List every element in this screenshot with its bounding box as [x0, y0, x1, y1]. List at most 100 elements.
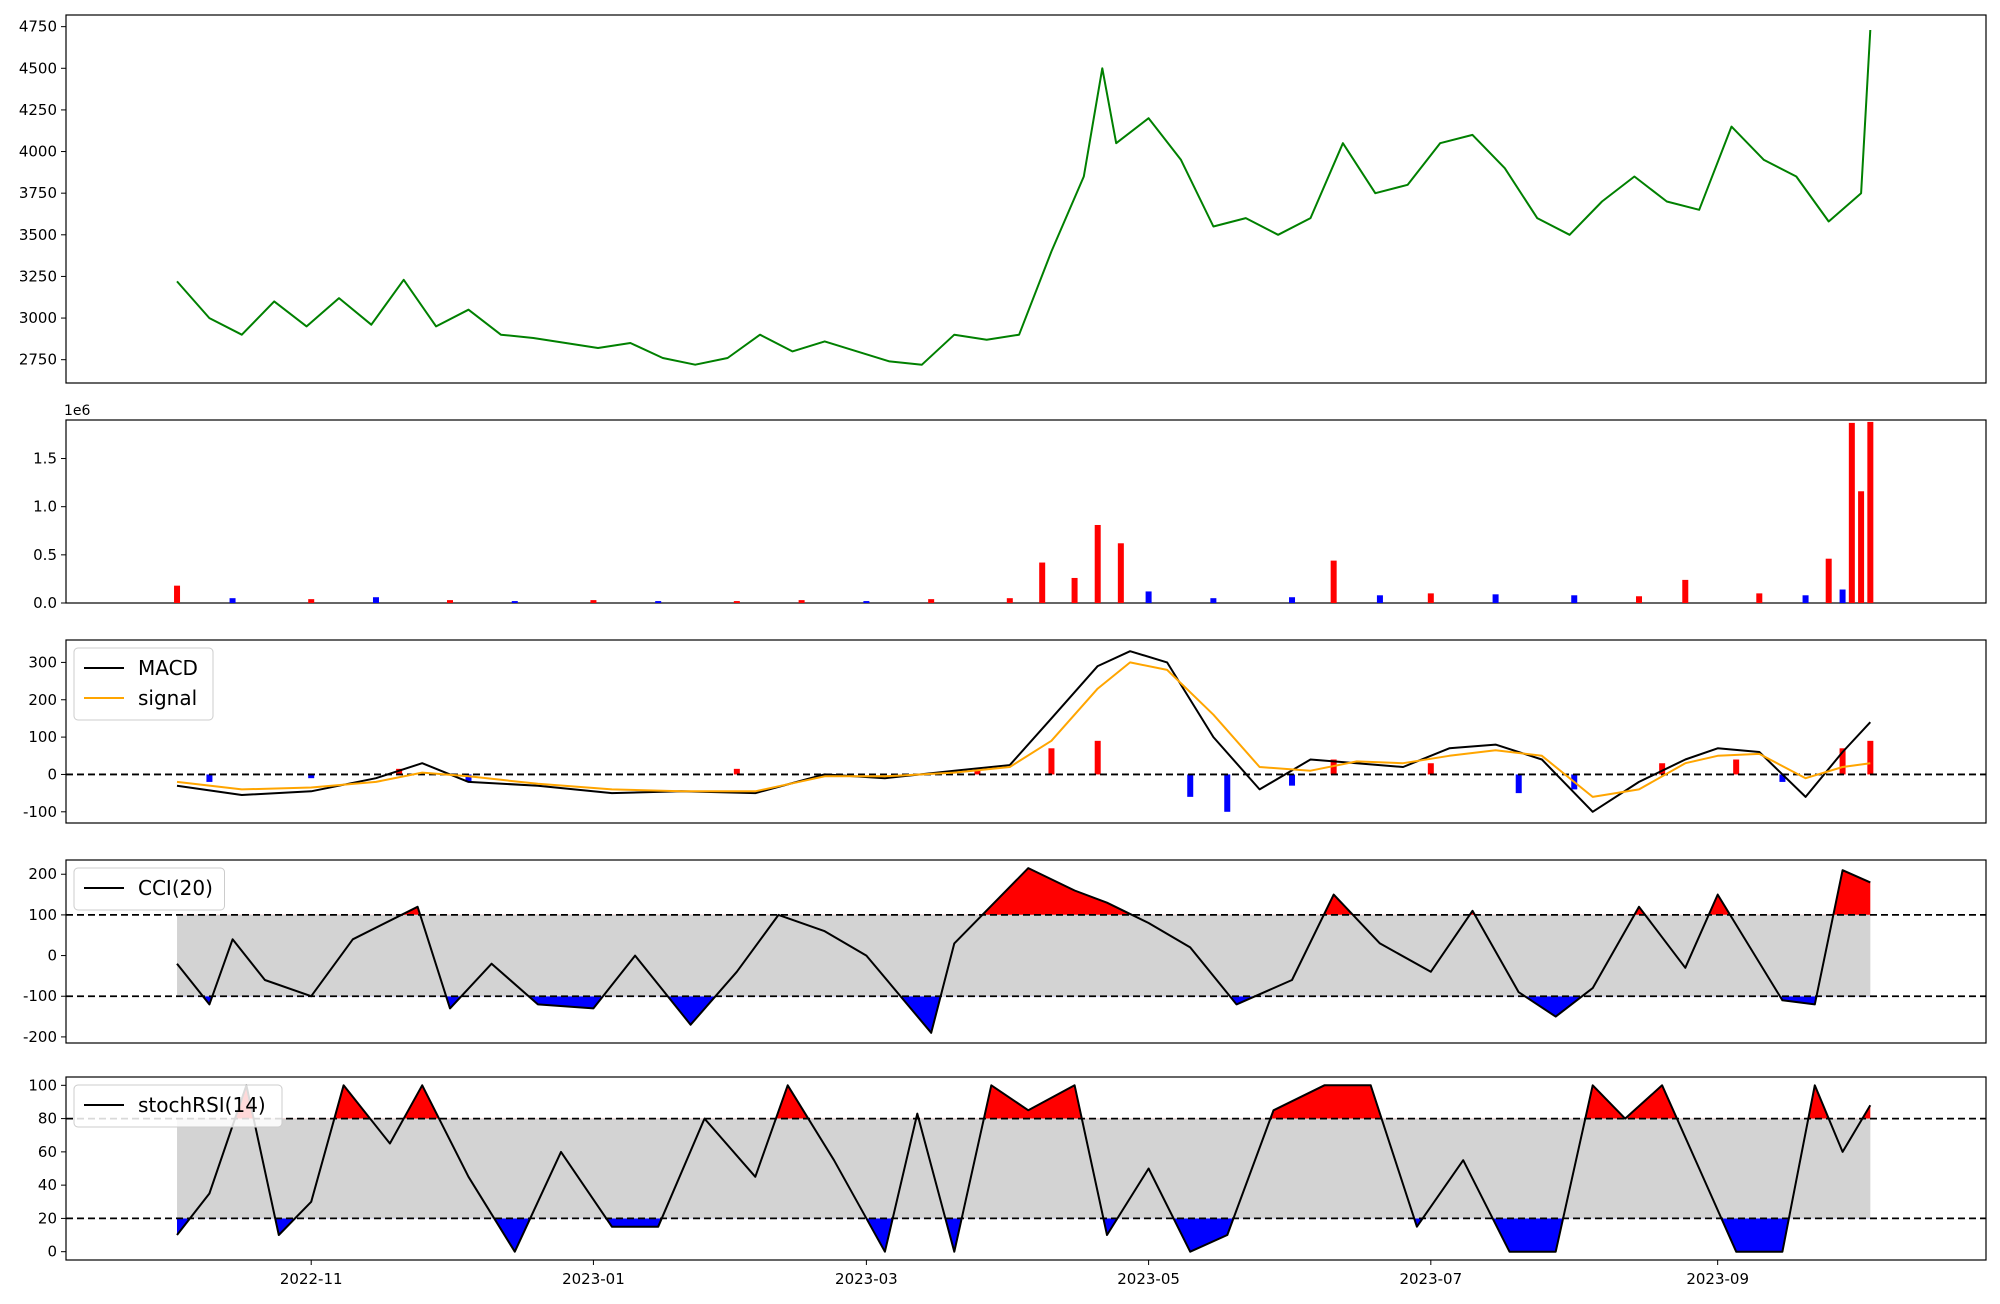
- x-tick-label: 2023-09: [1686, 1270, 1749, 1288]
- y-tick-label-0: 4000: [19, 143, 57, 161]
- macd-hist-bar: [465, 774, 472, 782]
- volume-bar: [863, 601, 870, 603]
- macd-hist-bar: [1779, 774, 1786, 782]
- macd-hist-bar: [1187, 774, 1194, 797]
- legend-box: [73, 867, 225, 911]
- y-tick-label-2: 100: [28, 728, 57, 746]
- oscillator-line-3: [176, 867, 1871, 1034]
- volume-bar: [174, 585, 181, 603]
- macd-hist-bar: [1427, 763, 1434, 775]
- volume-bar: [1802, 595, 1809, 603]
- legend-3: CCI(20): [73, 867, 225, 911]
- neutral-band: [177, 1118, 1871, 1219]
- volume-bar: [928, 599, 935, 603]
- macd-hist-bar: [1659, 763, 1666, 775]
- volume-bar: [1006, 598, 1013, 603]
- volume-bar: [1376, 595, 1383, 603]
- y-tick-label-1: 0.0: [33, 594, 57, 612]
- volume-bar: [1756, 593, 1763, 603]
- y-tick-label-3: 100: [28, 906, 57, 924]
- macd-hist-bar: [1224, 774, 1231, 812]
- macd-hist-bar: [206, 774, 213, 782]
- macd-series-signal: [176, 661, 1871, 798]
- x-tick-label: 2023-01: [562, 1270, 625, 1288]
- volume-bar: [1682, 579, 1689, 603]
- legend-label: MACD: [138, 656, 198, 680]
- legend-2: MACD signal: [73, 647, 214, 721]
- macd-hist-bar: [1289, 774, 1296, 786]
- axes-frame-4: [65, 1076, 1987, 1261]
- volume-bar: [1330, 560, 1337, 603]
- y-tick-label-3: -200: [23, 1028, 57, 1046]
- volume-bar: [1492, 594, 1499, 603]
- macd-hist-bar: [1094, 740, 1101, 775]
- axes-frame-0: [65, 14, 1987, 384]
- volume-bar: [1145, 591, 1152, 603]
- macd-hist-bar: [308, 774, 315, 779]
- overbought-fill: [401, 868, 1871, 915]
- volume-bar: [1848, 422, 1855, 603]
- y-tick-label-2: 0: [47, 765, 57, 783]
- volume-bar: [1825, 558, 1832, 603]
- volume-bar: [733, 601, 740, 603]
- volume-bar: [655, 601, 662, 603]
- legend-box: [73, 1084, 283, 1128]
- x-tick-label: 2023-07: [1399, 1270, 1462, 1288]
- y-tick-label-3: 0: [47, 947, 57, 965]
- macd-hist-bar: [1839, 748, 1846, 775]
- oversold-fill: [177, 1218, 1871, 1252]
- y-tick-label-3: -100: [23, 987, 57, 1005]
- y-tick-label-4: 0: [47, 1243, 57, 1261]
- y-tick-label-0: 4750: [19, 18, 57, 36]
- y-tick-label-4: 40: [38, 1176, 57, 1194]
- volume-bar: [1094, 524, 1101, 603]
- volume-bar: [1858, 491, 1865, 603]
- volume-bar: [1210, 598, 1217, 603]
- y-tick-label-2: -100: [23, 803, 57, 821]
- legend-label: stochRSI(14): [138, 1093, 266, 1117]
- legend-4: stochRSI(14): [73, 1084, 283, 1128]
- y-tick-label-2: 200: [28, 691, 57, 709]
- volume-bar: [1039, 562, 1046, 603]
- price-line: [176, 29, 1872, 366]
- y-tick-label-0: 2750: [19, 351, 57, 369]
- x-tick-label: 2022-11: [280, 1270, 343, 1288]
- x-tick-label: 2023-05: [1117, 1270, 1180, 1288]
- legend-box: [73, 647, 214, 721]
- legend-label: signal: [138, 686, 197, 710]
- volume-bar: [1571, 595, 1578, 603]
- macd-hist-bar: [1867, 740, 1874, 775]
- volume-bar: [1427, 593, 1434, 603]
- volume-bar: [1117, 543, 1124, 603]
- volume-bar: [229, 598, 236, 603]
- y-tick-label-0: 3250: [19, 267, 57, 285]
- y-tick-label-1: 1.0: [33, 498, 57, 516]
- volume-bar: [308, 599, 315, 603]
- y-tick-label-4: 20: [38, 1209, 57, 1227]
- macd-hist-bar: [1515, 774, 1522, 794]
- volume-bars: [174, 421, 1874, 603]
- neutral-band: [177, 914, 1871, 997]
- y-tick-label-4: 80: [38, 1110, 57, 1128]
- y-tick-label-0: 4500: [19, 59, 57, 77]
- y-tick-label-1: 1.5: [33, 450, 57, 468]
- volume-bar: [1289, 597, 1296, 603]
- axes-frame-1: [65, 419, 1987, 604]
- volume-bar: [1867, 421, 1874, 603]
- y-tick-label-0: 3500: [19, 226, 57, 244]
- macd-hist-bar: [1733, 759, 1740, 775]
- volume-bar: [1636, 596, 1643, 603]
- volume-bar: [1071, 577, 1078, 603]
- overbought-fill: [235, 1085, 1871, 1119]
- x-tick-label: 2023-03: [835, 1270, 898, 1288]
- macd-series-macd: [176, 650, 1872, 813]
- y-tick-label-1: 0.5: [33, 546, 57, 564]
- volume-bar: [372, 597, 379, 603]
- y-tick-label-0: 4250: [19, 101, 57, 119]
- volume-bar: [511, 601, 518, 603]
- legend-label: CCI(20): [138, 876, 213, 900]
- macd-hist-bar: [974, 768, 981, 775]
- axes-frame-3: [65, 859, 1987, 1044]
